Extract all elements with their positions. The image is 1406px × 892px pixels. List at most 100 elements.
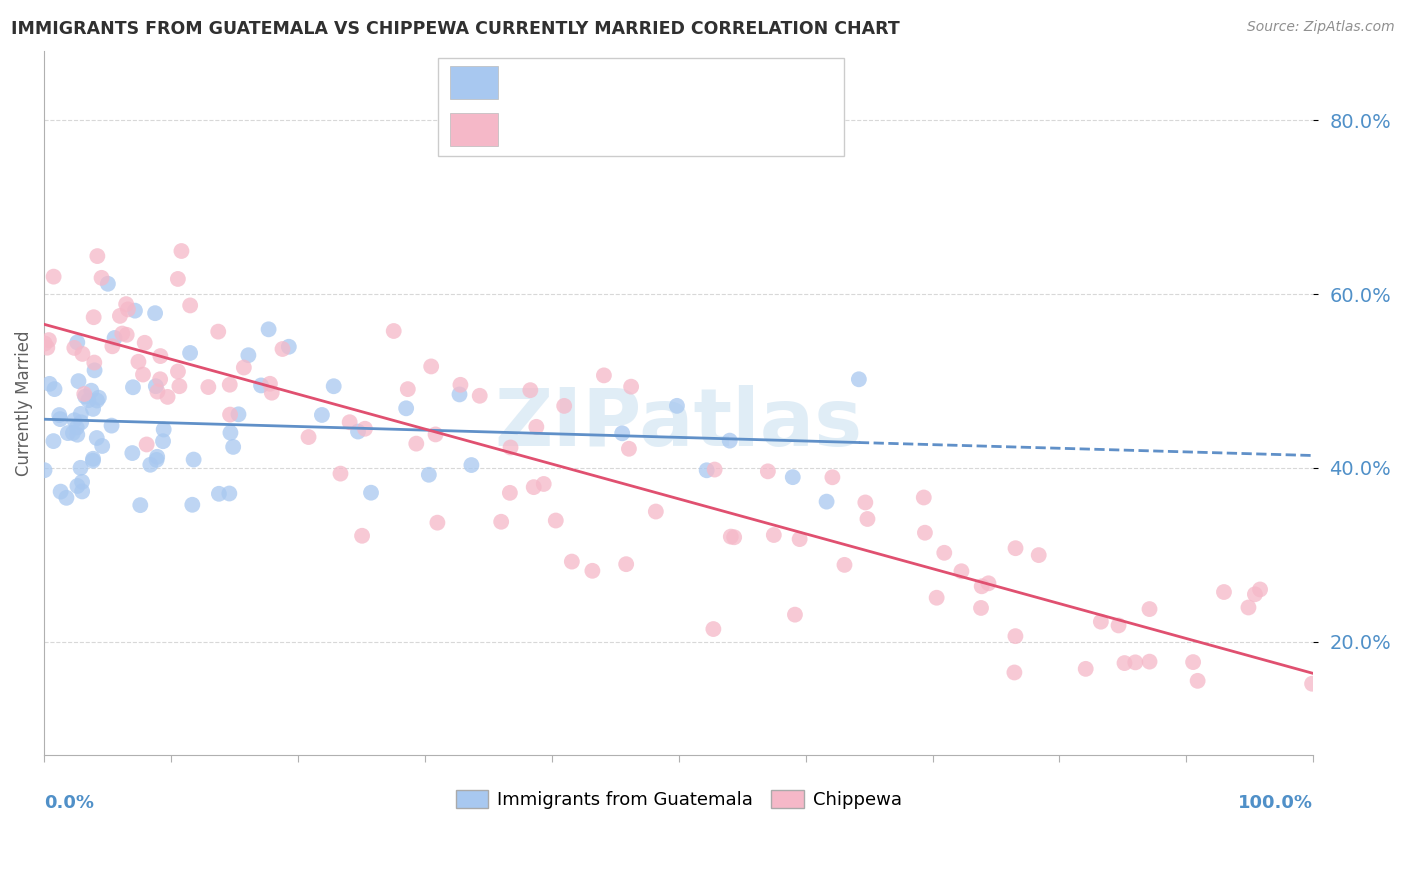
Point: [83, 363, 105, 377]
Point: [183, 452, 205, 467]
Point: [783, 607, 806, 622]
Point: [167, 364, 190, 378]
Point: [762, 528, 785, 542]
Point: [129, 498, 152, 512]
Point: [222, 440, 245, 454]
Point: [970, 579, 993, 593]
Point: [42, 269, 65, 284]
Point: [121, 446, 143, 460]
Point: [115, 327, 138, 342]
Point: [396, 382, 419, 396]
Point: [970, 601, 993, 615]
Point: [75, 390, 97, 404]
Point: [1004, 629, 1026, 643]
Point: [127, 355, 149, 369]
Point: [149, 349, 172, 363]
Point: [665, 399, 688, 413]
Point: [260, 385, 283, 400]
Point: [499, 486, 522, 500]
Point: [101, 339, 124, 353]
Text: IMMIGRANTS FROM GUATEMALA VS CHIPPEWA CURRENTLY MARRIED CORRELATION CHART: IMMIGRANTS FROM GUATEMALA VS CHIPPEWA CU…: [11, 20, 900, 37]
Point: [418, 467, 440, 482]
Point: [167, 272, 190, 286]
Point: [702, 622, 724, 636]
Point: [277, 340, 299, 354]
Point: [149, 372, 172, 386]
Point: [405, 436, 427, 450]
Point: [853, 495, 876, 509]
Point: [1002, 665, 1025, 680]
Point: [1182, 655, 1205, 669]
Point: [139, 458, 162, 472]
Point: [208, 487, 231, 501]
Point: [134, 335, 156, 350]
Point: [360, 485, 382, 500]
Point: [152, 434, 174, 449]
Point: [311, 408, 333, 422]
Point: [34, 336, 56, 351]
Point: [271, 342, 294, 356]
Point: [91, 439, 114, 453]
Point: [70, 407, 93, 421]
Point: [86, 393, 108, 408]
Point: [720, 530, 742, 544]
Point: [111, 326, 134, 341]
Point: [152, 422, 174, 436]
Point: [347, 425, 370, 439]
Point: [179, 346, 201, 360]
Point: [1244, 587, 1267, 601]
Point: [544, 514, 567, 528]
Point: [80, 384, 103, 398]
Point: [86, 431, 108, 445]
Point: [90, 270, 112, 285]
Point: [197, 380, 219, 394]
Point: [1074, 662, 1097, 676]
Point: [83, 310, 105, 325]
Point: [56, 426, 79, 441]
Point: [228, 407, 250, 421]
Point: [614, 557, 637, 571]
Point: [834, 558, 856, 572]
Point: [259, 376, 281, 391]
Point: [63, 413, 86, 427]
Point: [1139, 655, 1161, 669]
Point: [156, 390, 179, 404]
Point: [950, 564, 973, 578]
Point: [55, 491, 77, 505]
Point: [925, 591, 948, 605]
Point: [1108, 618, 1130, 632]
Point: [329, 467, 352, 481]
Point: [718, 434, 741, 448]
Y-axis label: Currently Married: Currently Married: [15, 330, 32, 475]
Point: [1004, 541, 1026, 556]
Point: [63, 341, 86, 355]
Point: [395, 401, 418, 416]
Point: [257, 322, 280, 336]
Point: [66, 427, 89, 442]
Point: [135, 437, 157, 451]
Point: [382, 324, 405, 338]
Point: [612, 426, 634, 441]
Text: 0.0%: 0.0%: [44, 794, 94, 812]
Point: [1213, 585, 1236, 599]
Point: [145, 453, 167, 467]
Point: [34, 463, 56, 477]
Point: [117, 302, 139, 317]
Point: [49, 484, 72, 499]
Point: [169, 379, 191, 393]
Text: 100.0%: 100.0%: [1239, 794, 1313, 812]
Point: [644, 504, 666, 518]
Point: [48, 408, 70, 422]
Point: [426, 516, 449, 530]
Point: [696, 463, 718, 477]
Point: [1090, 615, 1112, 629]
Point: [533, 477, 555, 491]
Point: [97, 277, 120, 291]
Point: [789, 532, 811, 546]
Point: [581, 564, 603, 578]
Point: [815, 494, 838, 508]
Point: [703, 462, 725, 476]
Point: [124, 303, 146, 318]
Point: [181, 498, 204, 512]
Point: [146, 450, 169, 464]
